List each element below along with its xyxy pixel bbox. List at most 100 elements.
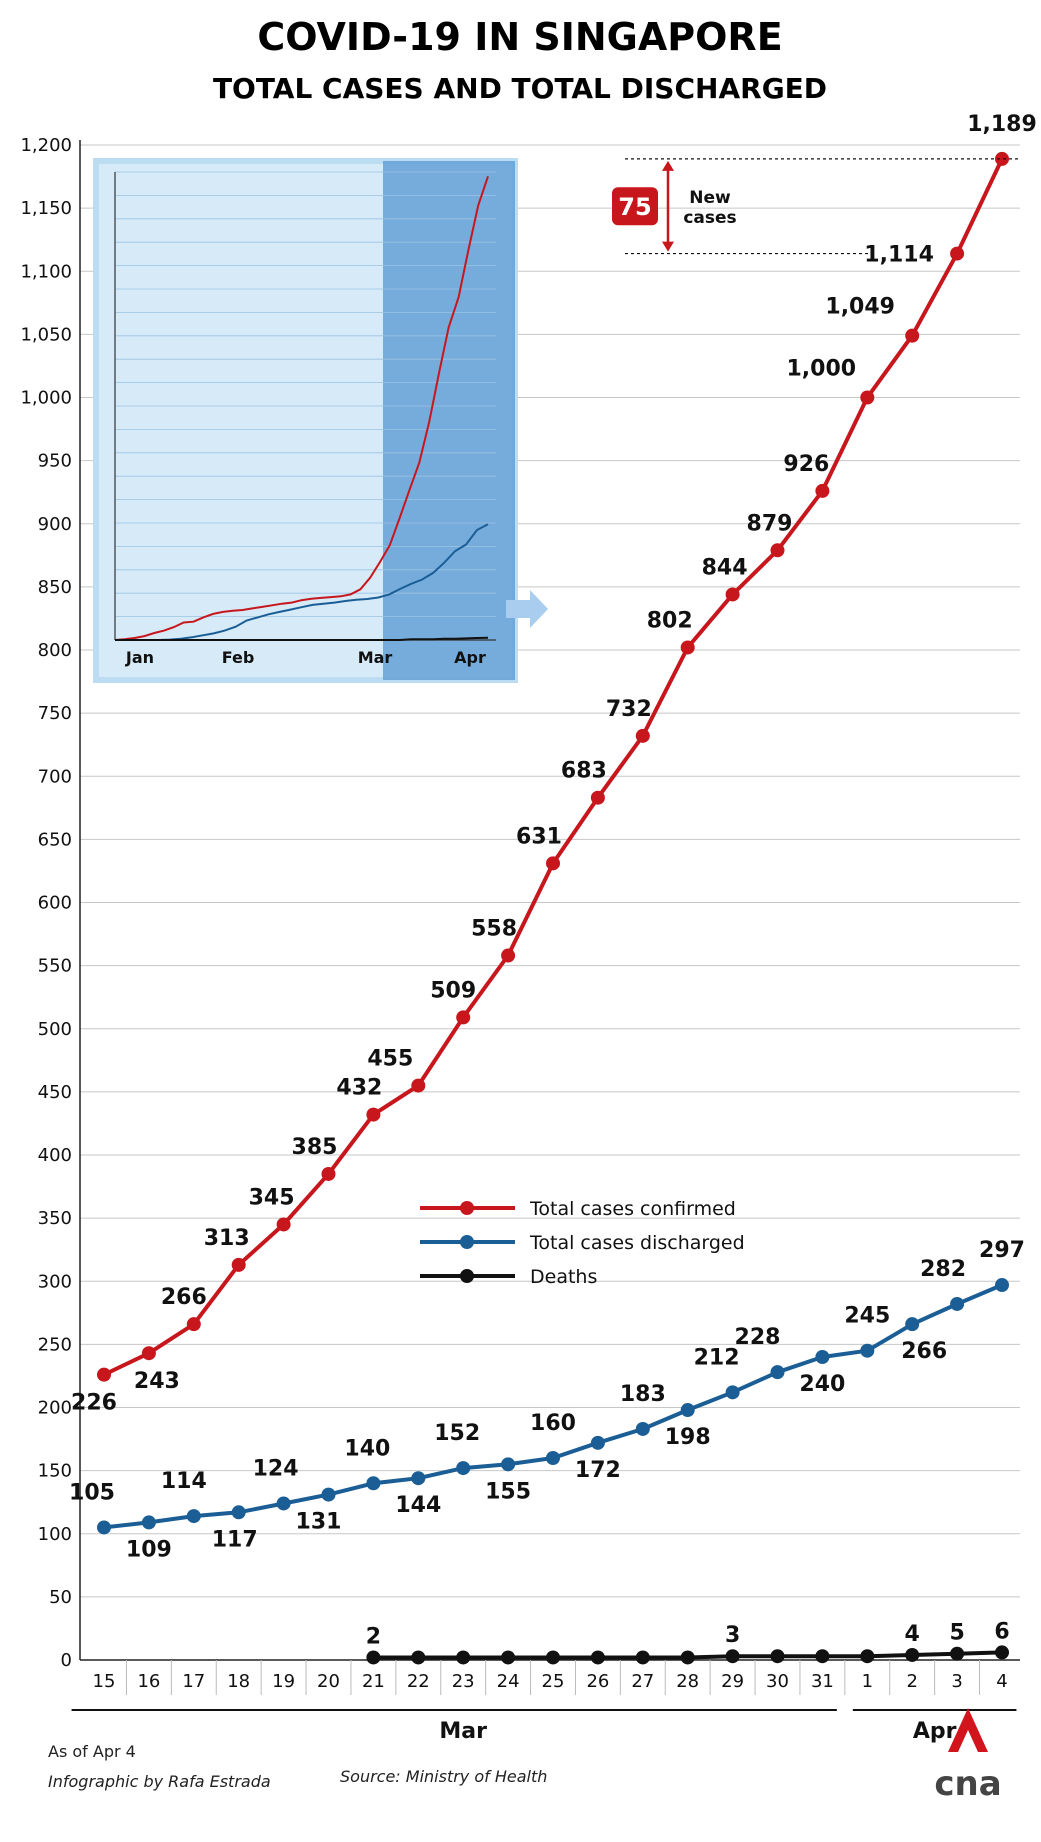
- x-tick-label: 23: [452, 1671, 475, 1692]
- inset-month-label: Apr: [454, 648, 486, 667]
- point-deaths: [725, 1649, 740, 1664]
- point-total-confirmed: [231, 1257, 246, 1272]
- month-label: Apr: [913, 1719, 957, 1744]
- y-tick-label: 950: [38, 451, 72, 472]
- y-tick-label: 1,000: [20, 388, 72, 409]
- label-total-discharged: 140: [344, 1436, 390, 1461]
- y-tick-label: 1,050: [20, 324, 72, 345]
- y-tick-label: 850: [38, 577, 72, 598]
- label-total-confirmed: 432: [336, 1076, 382, 1101]
- y-tick-label: 250: [38, 1334, 72, 1355]
- x-tick-label: 24: [497, 1671, 520, 1692]
- point-total-confirmed: [770, 543, 785, 558]
- label-total-confirmed: 226: [71, 1391, 117, 1416]
- point-total-discharged: [276, 1496, 291, 1511]
- label-total-confirmed: 732: [606, 697, 652, 722]
- label-total-confirmed: 455: [367, 1047, 413, 1072]
- point-total-discharged: [411, 1471, 426, 1486]
- month-label: Mar: [439, 1719, 487, 1744]
- point-total-discharged: [680, 1403, 695, 1418]
- label-total-confirmed: 1,049: [825, 295, 895, 320]
- point-deaths: [590, 1650, 605, 1665]
- y-tick-label: 0: [61, 1650, 72, 1671]
- label-total-confirmed: 926: [783, 452, 829, 477]
- point-total-confirmed: [456, 1010, 471, 1025]
- point-total-discharged: [321, 1487, 336, 1502]
- source-text: Source: Ministry of Health: [340, 1767, 547, 1786]
- y-tick-label: 200: [38, 1398, 72, 1419]
- point-deaths: [905, 1647, 920, 1662]
- point-deaths: [635, 1650, 650, 1665]
- chart-title: COVID-19 IN SINGAPORE: [257, 15, 782, 59]
- point-total-discharged: [231, 1505, 246, 1520]
- x-tick-label: 21: [362, 1671, 385, 1692]
- x-tick-label: 1: [862, 1671, 873, 1692]
- annotation-value: 75: [618, 193, 651, 221]
- point-total-discharged: [186, 1509, 201, 1524]
- x-tick-label: 16: [137, 1671, 160, 1692]
- label-total-confirmed: 631: [516, 824, 562, 849]
- y-tick-label: 150: [38, 1461, 72, 1482]
- label-total-discharged: 114: [161, 1469, 207, 1494]
- x-tick-label: 30: [766, 1671, 789, 1692]
- legend-label: Total cases confirmed: [529, 1198, 736, 1220]
- label-total-discharged: 160: [530, 1411, 576, 1436]
- legend-label: Total cases discharged: [529, 1232, 745, 1254]
- label-total-discharged: 124: [253, 1456, 299, 1481]
- legend-label: Deaths: [530, 1266, 597, 1288]
- point-deaths: [680, 1650, 695, 1665]
- y-axis: 0 50 100 150 200 250 300 350 400 450 500 550 600 650 7…: [20, 135, 81, 1671]
- point-total-confirmed: [411, 1078, 426, 1093]
- point-total-discharged: [725, 1385, 740, 1400]
- cna-logo-mark: [948, 1708, 988, 1752]
- point-total-discharged: [141, 1515, 156, 1530]
- point-deaths: [860, 1649, 875, 1664]
- point-total-confirmed: [141, 1346, 156, 1361]
- x-tick-label: 15: [93, 1671, 116, 1692]
- point-total-confirmed: [725, 587, 740, 602]
- series-group: 2262432663133453854324555095586316837328…: [69, 112, 1037, 1665]
- x-axis: 15 16 17 18 19 20 21 22 23 24 25 26 27 28 29 30 31 1 2 3 4Ma…: [71, 1660, 1017, 1744]
- x-tick-label: 4: [996, 1671, 1007, 1692]
- legend-swatch-point: [460, 1201, 474, 1215]
- label-total-discharged: 198: [665, 1425, 711, 1450]
- point-total-discharged: [950, 1296, 965, 1311]
- y-tick-label: 400: [38, 1145, 72, 1166]
- point-deaths: [770, 1649, 785, 1664]
- label-total-discharged: 152: [434, 1421, 480, 1446]
- x-tick-label: 20: [317, 1671, 340, 1692]
- point-total-discharged: [501, 1457, 516, 1472]
- point-total-confirmed: [97, 1367, 111, 1382]
- label-total-discharged: 282: [920, 1257, 966, 1282]
- inset-arrow-icon: [506, 590, 548, 628]
- label-total-confirmed: 385: [292, 1135, 338, 1160]
- label-total-discharged: 144: [395, 1493, 441, 1518]
- y-tick-label: 700: [38, 766, 72, 787]
- inset-highlight: [383, 161, 515, 680]
- point-total-discharged: [770, 1365, 785, 1380]
- y-tick-label: 1,200: [20, 135, 72, 156]
- y-tick-label: 350: [38, 1208, 72, 1229]
- label-deaths: 4: [905, 1622, 920, 1647]
- point-total-confirmed: [501, 948, 516, 963]
- point-total-discharged: [860, 1343, 875, 1358]
- cna-logo: cna: [934, 1708, 1002, 1804]
- inset-month-label: Feb: [222, 648, 255, 667]
- annotation-badge: [612, 187, 658, 226]
- y-tick-label: 1,150: [20, 198, 72, 219]
- point-total-discharged: [456, 1461, 471, 1476]
- label-deaths: 5: [949, 1621, 964, 1646]
- x-tick-label: 22: [407, 1671, 430, 1692]
- point-total-discharged: [546, 1451, 560, 1465]
- x-tick-label: 2: [906, 1671, 917, 1692]
- legend-swatch-point: [460, 1269, 474, 1283]
- point-deaths: [366, 1650, 381, 1665]
- label-total-discharged: 245: [844, 1304, 890, 1329]
- label-total-confirmed: 509: [430, 978, 476, 1003]
- point-total-confirmed: [186, 1317, 201, 1332]
- point-total-discharged: [590, 1435, 605, 1450]
- point-total-discharged: [366, 1476, 381, 1491]
- label-total-discharged: 240: [799, 1372, 845, 1397]
